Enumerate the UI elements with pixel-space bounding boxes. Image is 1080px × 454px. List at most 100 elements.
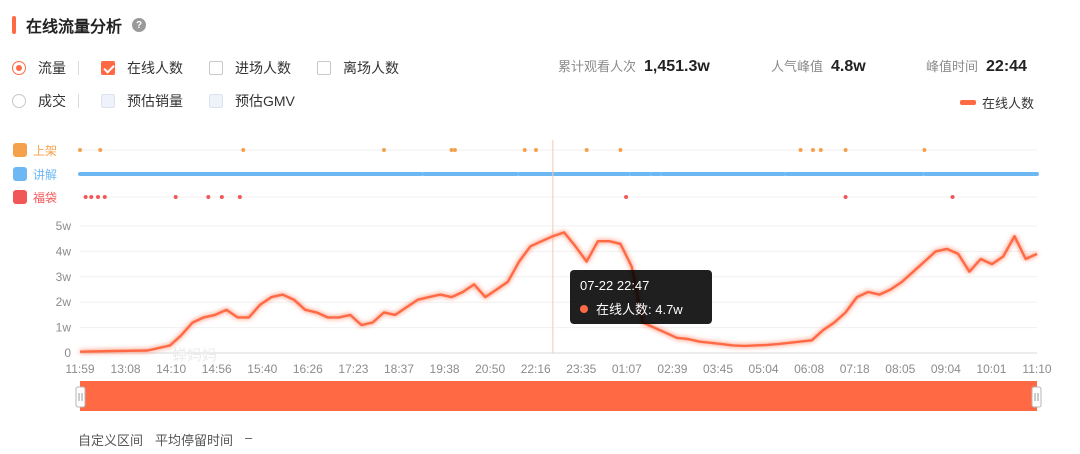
range-slider[interactable] — [75, 381, 1042, 411]
radio-sales[interactable] — [12, 94, 26, 108]
metric-row-sales: 成交 预估销量 预估GMV — [12, 90, 321, 112]
checkbox-box[interactable] — [317, 61, 331, 75]
x-tick-label: 18:37 — [384, 362, 414, 376]
checkbox-label[interactable]: 离场人数 — [343, 60, 399, 76]
event-dot-listing[interactable] — [241, 148, 246, 152]
radio-traffic-label[interactable]: 流量 — [38, 60, 66, 76]
stat-value: 4.8w — [831, 58, 866, 75]
event-row-label: 福袋 — [33, 190, 57, 205]
x-tick-label: 08:05 — [885, 362, 915, 376]
event-dot-listing[interactable] — [533, 148, 538, 152]
event-dot-listing[interactable] — [843, 148, 848, 152]
event-dot-listing[interactable] — [522, 148, 527, 152]
checkbox-label[interactable]: 在线人数 — [127, 60, 183, 76]
bag-icon — [13, 190, 27, 204]
range-slider-track[interactable] — [80, 381, 1037, 411]
checkbox-box[interactable] — [209, 61, 223, 75]
checkbox-leaving-users[interactable]: 离场人数 — [317, 58, 399, 78]
checkbox-checked-icon[interactable] — [101, 61, 115, 75]
y-tick-label: 3w — [56, 270, 72, 284]
x-tick-label: 22:16 — [521, 362, 551, 376]
event-dot-listing[interactable] — [922, 148, 927, 152]
chart-axes: 11:59 13:08 14:10 14:56 15:40 16:26 17:23 18:37… — [65, 362, 1051, 376]
x-tick-label: 03:45 — [703, 362, 733, 376]
stat-value: 1,451.3w — [644, 58, 710, 75]
event-dot-luckybag[interactable] — [624, 195, 629, 199]
stat-label: 人气峰值 — [771, 59, 824, 74]
event-dot-listing[interactable] — [618, 148, 623, 152]
event-dot-luckybag[interactable] — [96, 195, 101, 199]
event-dot-listing[interactable] — [818, 148, 823, 152]
chart-legend[interactable]: 在线人数 — [959, 93, 1034, 112]
event-dot-listing[interactable] — [798, 148, 803, 152]
x-tick-label: 14:56 — [202, 362, 232, 376]
chart-tooltip: 07-22 22:47 在线人数: 4.7w — [570, 270, 712, 324]
event-dot-luckybag[interactable] — [237, 195, 242, 199]
checkbox-label: 预估GMV — [235, 93, 295, 109]
avg-stay-label: 平均停留时间 — [155, 433, 234, 448]
x-tick-label: 11:10 — [1022, 362, 1051, 376]
x-tick-label: 07:18 — [840, 362, 870, 376]
event-dot-luckybag[interactable] — [843, 195, 848, 199]
event-dot-listing[interactable] — [78, 148, 82, 152]
x-tick-label: 02:39 — [657, 362, 687, 376]
stat-label: 峰值时间 — [926, 59, 979, 74]
help-icon[interactable]: ? — [132, 18, 147, 32]
custom-range-label[interactable]: 自定义区间 — [78, 433, 144, 448]
event-dot-luckybag[interactable] — [89, 195, 94, 199]
x-tick-label: 17:23 — [338, 362, 368, 376]
event-dot-luckybag[interactable] — [206, 195, 211, 199]
section-header: 在线流量分析 ? — [12, 14, 147, 36]
tooltip-value: 在线人数: 4.7w — [596, 302, 683, 317]
y-tick-label: 5w — [56, 219, 72, 233]
range-handle-right[interactable] — [1031, 386, 1042, 408]
avg-stay-value: – — [245, 430, 253, 445]
footer-row: 自定义区间 平均停留时间 – — [78, 430, 264, 449]
tooltip-row: 在线人数: 4.7w — [580, 299, 702, 318]
checkbox-box — [209, 94, 223, 108]
checkbox-online-users[interactable]: 在线人数 — [101, 58, 183, 78]
checkbox-est-gmv: 预估GMV — [209, 91, 295, 111]
event-dot-luckybag[interactable] — [219, 195, 224, 199]
tooltip-time: 07-22 22:47 — [580, 278, 650, 293]
x-tick-label: 05:04 — [749, 362, 779, 376]
divider — [78, 61, 79, 75]
x-tick-label: 20:50 — [475, 362, 505, 376]
range-handle-left[interactable] — [75, 386, 86, 408]
event-dot-luckybag[interactable] — [173, 195, 178, 199]
stat-total-views: 累计观看人次 1,451.3w — [558, 56, 710, 76]
stat-peak-time: 峰值时间 22:44 — [926, 56, 1027, 76]
event-dot-listing[interactable] — [98, 148, 103, 152]
event-dot-luckybag[interactable] — [83, 195, 88, 199]
chart-grid: 0 1w 2w 3w 4w 5w — [56, 219, 1037, 360]
series-line-online-users[interactable] — [79, 231, 1038, 353]
checkbox-box — [101, 94, 115, 108]
metric-row-traffic: 流量 在线人数 进场人数 离场人数 — [12, 57, 425, 79]
x-tick-label: 06:08 — [794, 362, 824, 376]
x-tick-label: 15:40 — [247, 362, 277, 376]
radio-traffic[interactable] — [12, 61, 26, 75]
x-tick-label: 10:01 — [976, 362, 1006, 376]
page-title: 在线流量分析 — [26, 19, 123, 36]
checkbox-entering-users[interactable]: 进场人数 — [209, 58, 291, 78]
event-dot-listing[interactable] — [449, 148, 454, 152]
checkbox-label: 预估销量 — [127, 93, 183, 109]
checkbox-label[interactable]: 进场人数 — [235, 60, 291, 76]
event-dot-listing[interactable] — [810, 148, 815, 152]
y-tick-label: 0 — [64, 346, 71, 360]
radio-sales-label[interactable]: 成交 — [38, 93, 66, 109]
event-dot-listing[interactable] — [584, 148, 589, 152]
event-dot-luckybag[interactable] — [950, 195, 955, 199]
x-tick-label: 23:35 — [566, 362, 596, 376]
legend-label[interactable]: 在线人数 — [981, 96, 1034, 111]
event-dot-luckybag[interactable] — [102, 195, 107, 199]
stat-peak-popularity: 人气峰值 4.8w — [771, 56, 866, 76]
event-dot-listing[interactable] — [381, 148, 386, 152]
microphone-icon — [13, 167, 27, 181]
event-dot-listing[interactable] — [452, 148, 457, 152]
event-row-label: 讲解 — [33, 167, 57, 182]
stat-value: 22:44 — [986, 58, 1027, 75]
tooltip-series-dot — [580, 304, 588, 313]
x-tick-label: 19:38 — [430, 362, 460, 376]
